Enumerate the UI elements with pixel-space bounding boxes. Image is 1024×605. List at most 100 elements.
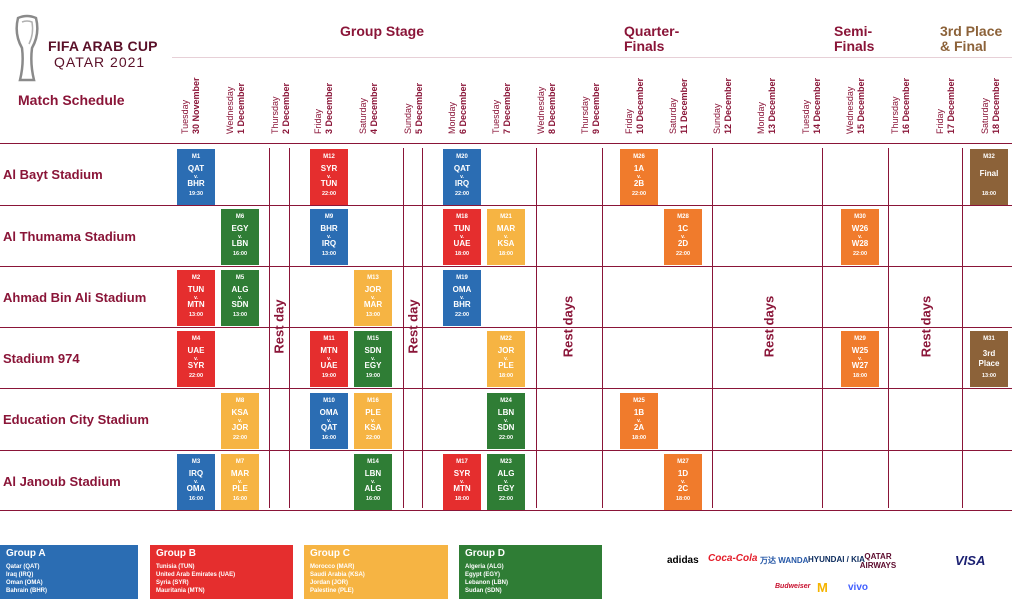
match-versus: v. <box>194 479 198 485</box>
match-versus: v. <box>371 418 375 424</box>
match-card[interactable]: M12 SYR v. TUN 22:00 <box>310 149 348 205</box>
day-header-text: Wednesday 15 December <box>845 78 867 134</box>
day-weekday: Wednesday <box>536 86 546 134</box>
match-versus: v. <box>194 174 198 180</box>
match-card[interactable]: M4 UAE v. SYR 22:00 <box>177 331 215 387</box>
day-header: Saturday 11 December <box>668 70 690 140</box>
sponsor-wanda: 万达 WANDA <box>760 556 809 565</box>
match-team-b: TUN <box>320 179 338 188</box>
match-card[interactable]: M6 EGY v. LBN 16:00 <box>221 209 259 265</box>
match-card[interactable]: M27 1D v. 2C 18:00 <box>664 454 702 510</box>
day-date: 1 December <box>236 82 246 134</box>
match-id: M3 <box>191 459 201 465</box>
match-id: M9 <box>324 214 334 220</box>
match-card[interactable]: M32 Final 18:00 <box>970 149 1008 205</box>
match-card[interactable]: M31 3rd Place 13:00 <box>970 331 1008 387</box>
match-card[interactable]: M15 SDN v. EGY 19:00 <box>354 331 392 387</box>
match-time: 19:30 <box>188 191 204 197</box>
match-time: 16:00 <box>321 435 337 441</box>
match-team-b: PLE <box>232 484 248 493</box>
day-date: 15 December <box>856 77 866 134</box>
day-date: 9 December <box>591 82 601 134</box>
match-card[interactable]: M1 QAT v. BHR 19:30 <box>177 149 215 205</box>
group-team: United Arab Emirates (UAE) <box>156 572 236 578</box>
match-card[interactable]: M30 W26 v. W28 22:00 <box>841 209 879 265</box>
match-card[interactable]: M13 JOR v. MAR 13:00 <box>354 270 392 326</box>
match-card[interactable]: M18 TUN v. UAE 18:00 <box>443 209 481 265</box>
match-versus: v. <box>238 295 242 301</box>
match-card[interactable]: M23 ALG v. EGY 22:00 <box>487 454 525 510</box>
row-separator <box>0 510 1012 511</box>
match-team-a: MTN <box>320 346 338 355</box>
match-team-a: IRQ <box>188 469 204 478</box>
match-versus: v. <box>504 479 508 485</box>
match-versus: v. <box>504 356 508 362</box>
match-versus: v. <box>858 234 862 240</box>
match-versus: v. <box>637 174 641 180</box>
day-header-text: Tuesday 30 November <box>180 77 202 134</box>
day-date: 3 December <box>324 82 334 134</box>
rest-line <box>269 148 270 508</box>
match-time: 13:00 <box>188 312 204 318</box>
rest-days-label: Rest days <box>560 295 576 358</box>
match-card[interactable]: M2 TUN v. MTN 13:00 <box>177 270 215 326</box>
match-versus: v. <box>681 479 685 485</box>
match-id: M8 <box>235 398 245 404</box>
match-card[interactable]: M9 BHR v. IRQ 13:00 <box>310 209 348 265</box>
rest-line <box>712 148 713 508</box>
match-card[interactable]: M22 JOR v. PLE 18:00 <box>487 331 525 387</box>
group-team: Iraq (IRQ) <box>6 572 34 578</box>
match-card[interactable]: M29 W25 v. W27 18:00 <box>841 331 879 387</box>
day-header: Monday 13 December <box>756 70 778 140</box>
match-card[interactable]: M19 OMA v. BHR 22:00 <box>443 270 481 326</box>
match-card[interactable]: M26 1A v. 2B 22:00 <box>620 149 658 205</box>
match-card[interactable]: M3 IRQ v. OMA 16:00 <box>177 454 215 510</box>
day-header-text: Monday 6 December <box>447 83 469 134</box>
day-header-text: Tuesday 7 December <box>491 83 513 134</box>
match-team-b: SDN <box>497 423 515 432</box>
sponsor-cocacola: Coca-Cola <box>708 553 758 564</box>
match-time: 18:00 <box>454 251 470 257</box>
group-legend-box: Group B Tunisia (TUN) United Arab Emirates… <box>150 545 293 599</box>
match-card[interactable]: M10 OMA v. QAT 16:00 <box>310 393 348 449</box>
match-card[interactable]: M24 LBN v. SDN 22:00 <box>487 393 525 449</box>
day-header: Saturday 4 December <box>358 70 380 140</box>
match-team-b: 2B <box>633 179 645 188</box>
match-versus: v. <box>460 295 464 301</box>
sponsor-hyundai: HYUNDAI / KIA <box>808 555 865 564</box>
match-card[interactable]: M25 1B v. 2A 18:00 <box>620 393 658 449</box>
day-weekday: Wednesday <box>845 86 855 134</box>
match-card[interactable]: M28 1C v. 2D 22:00 <box>664 209 702 265</box>
stadium-name: Education City Stadium <box>3 412 149 427</box>
group-team: Jordan (JOR) <box>310 580 349 586</box>
match-time: 19:00 <box>365 373 381 379</box>
group-team: Mauritania (MTN) <box>156 588 205 594</box>
day-weekday: Tuesday <box>491 99 501 134</box>
match-card[interactable]: M7 MAR v. PLE 16:00 <box>221 454 259 510</box>
day-header-text: Sunday 12 December <box>712 78 734 134</box>
day-header: Monday 6 December <box>447 70 469 140</box>
match-time: 13:00 <box>981 373 997 379</box>
day-weekday: Friday <box>313 108 323 134</box>
day-date: 12 December <box>723 77 733 134</box>
match-id: M2 <box>191 275 201 281</box>
stage-quarter-line2: Finals <box>624 38 665 54</box>
match-card[interactable]: M14 LBN v. ALG 16:00 <box>354 454 392 510</box>
match-team-b: UAE <box>320 361 338 370</box>
match-card[interactable]: M17 SYR v. MTN 18:00 <box>443 454 481 510</box>
group-team: Morocco (MAR) <box>310 564 355 570</box>
stadium-name: Al Bayt Stadium <box>3 167 103 182</box>
match-id: M20 <box>456 154 468 160</box>
match-card[interactable]: M21 MAR v. KSA 18:00 <box>487 209 525 265</box>
match-card[interactable]: M8 KSA v. JOR 22:00 <box>221 393 259 449</box>
group-legend-box: Group C Morocco (MAR) Saudi Arabia (KSA) Jo… <box>304 545 448 599</box>
match-card[interactable]: M11 MTN v. UAE 19:00 <box>310 331 348 387</box>
match-versus: v. <box>238 418 242 424</box>
match-card[interactable]: M20 QAT v. IRQ 22:00 <box>443 149 481 205</box>
day-date: 18 December <box>991 77 1001 134</box>
stage-semi: Semi- Finals <box>834 24 874 54</box>
match-team-a: 1B <box>633 408 645 417</box>
day-header-text: Friday 17 December <box>935 78 957 134</box>
match-card[interactable]: M5 ALG v. SDN 13:00 <box>221 270 259 326</box>
match-card[interactable]: M16 PLE v. KSA 22:00 <box>354 393 392 449</box>
